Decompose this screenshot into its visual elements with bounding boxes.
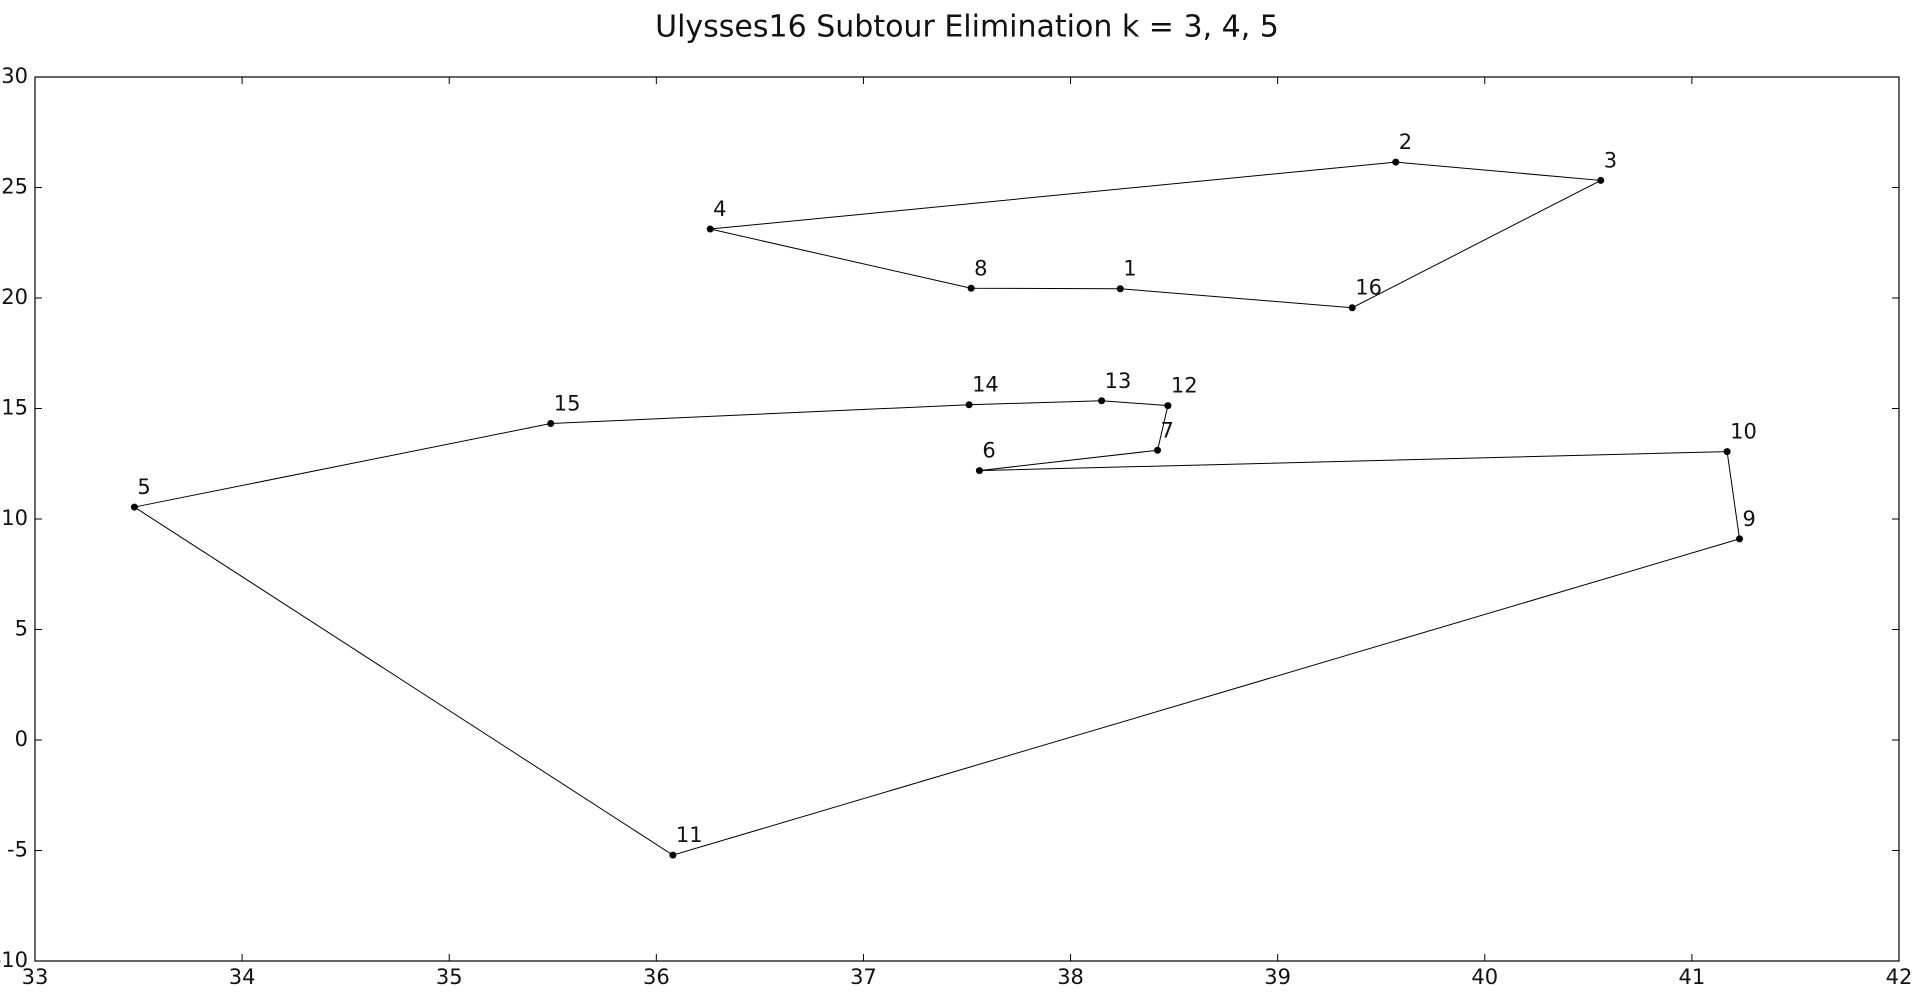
x-tick-label: 34 xyxy=(229,965,256,989)
city-label: 8 xyxy=(974,256,987,280)
y-tick-label: 5 xyxy=(15,617,28,641)
plot-frame xyxy=(34,76,1900,962)
city-label: 15 xyxy=(554,392,581,416)
city-label: 14 xyxy=(972,373,999,397)
city-point xyxy=(1098,397,1106,405)
y-tick-label: -10 xyxy=(0,948,28,972)
city-label: 12 xyxy=(1171,374,1198,398)
x-tick-label: 39 xyxy=(1264,965,1291,989)
city-point xyxy=(975,467,983,475)
x-tick-label: 37 xyxy=(850,965,877,989)
city-label: 6 xyxy=(982,439,995,463)
city-label: 9 xyxy=(1743,507,1756,531)
city-label: 10 xyxy=(1730,420,1757,444)
city-label: 16 xyxy=(1355,276,1382,300)
y-tick-label: 30 xyxy=(1,64,28,88)
tour-line xyxy=(134,400,1741,856)
x-tick-label: 40 xyxy=(1471,965,1498,989)
x-tick-label: 33 xyxy=(22,965,49,989)
city-point xyxy=(130,503,138,511)
city-point xyxy=(1164,402,1172,410)
y-tick-label: 20 xyxy=(1,285,28,309)
tour-line xyxy=(710,161,1603,309)
x-tick-label: 36 xyxy=(643,965,670,989)
x-tick-label: 42 xyxy=(1886,965,1913,989)
y-tick-label: 15 xyxy=(1,396,28,420)
y-tick-label: 25 xyxy=(1,175,28,199)
city-point xyxy=(669,851,677,859)
city-point xyxy=(1597,176,1605,184)
city-point xyxy=(1154,446,1162,454)
city-label: 13 xyxy=(1105,369,1132,393)
city-point xyxy=(547,420,555,428)
city-point xyxy=(1116,285,1124,293)
city-label: 2 xyxy=(1399,130,1412,154)
city-point xyxy=(1348,304,1356,312)
city-point xyxy=(1723,448,1731,456)
y-tick-label: 10 xyxy=(1,506,28,530)
city-label: 1 xyxy=(1123,257,1136,281)
city-label: 3 xyxy=(1604,148,1617,172)
city-point xyxy=(1736,535,1744,543)
city-label: 4 xyxy=(713,197,726,221)
city-point xyxy=(1392,158,1400,166)
y-tick-label: -5 xyxy=(7,838,28,862)
y-tick-label: 0 xyxy=(15,727,28,751)
x-tick-label: 38 xyxy=(1057,965,1084,989)
city-point xyxy=(967,284,975,292)
x-tick-label: 41 xyxy=(1679,965,1706,989)
city-label: 5 xyxy=(137,475,150,499)
chart-title: Ulysses16 Subtour Elimination k = 3, 4, … xyxy=(655,10,1279,45)
city-label: 7 xyxy=(1161,418,1174,442)
city-point xyxy=(965,401,973,409)
x-tick-label: 35 xyxy=(436,965,463,989)
city-label: 11 xyxy=(676,823,703,847)
city-point xyxy=(706,225,714,233)
